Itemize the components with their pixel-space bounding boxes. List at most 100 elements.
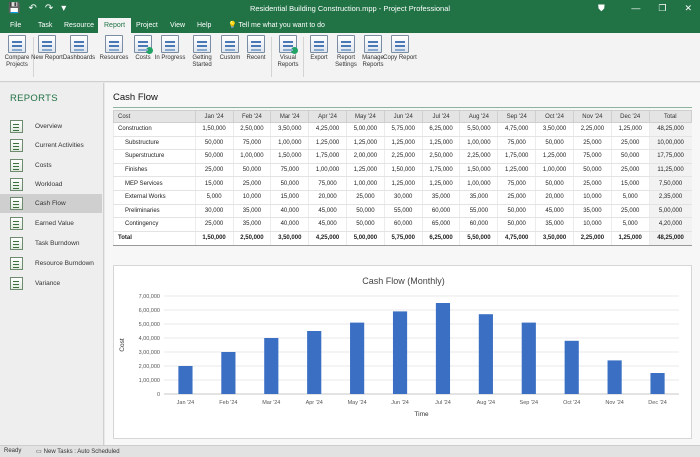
table-row: Construction 1,50,000 2,50,000 3,50,000 4,25…: [113, 122, 692, 137]
recent-button[interactable]: Recent: [239, 35, 273, 62]
tab-help[interactable]: Help: [197, 22, 212, 29]
compare-projects-button[interactable]: Compare Projects: [0, 35, 34, 69]
table-cell: 1,25,000: [421, 176, 460, 191]
column-header: May '24: [345, 110, 385, 123]
y-tick-label: 1,00,000: [139, 378, 160, 384]
table-cell: 1,00,000: [232, 149, 271, 164]
in-progress-icon: [161, 35, 179, 53]
copy-report-button[interactable]: Copy Report: [383, 35, 417, 62]
column-header-cost: Cost: [113, 110, 196, 123]
sidebar-item-costs[interactable]: Costs: [0, 156, 102, 175]
table-cell: 5,00,000: [345, 122, 385, 137]
resources-button[interactable]: Resources: [97, 35, 131, 62]
ribbon-separator: [271, 37, 272, 77]
copy-report-icon: [391, 35, 409, 53]
sidebar-item-overview[interactable]: Overview: [0, 117, 102, 136]
table-cell: 1,00,000: [270, 136, 309, 151]
tab-task[interactable]: Task: [38, 22, 53, 29]
table-cell: 40,000: [270, 217, 309, 232]
row-total-cell: 10,00,000: [648, 136, 692, 151]
getting-started-icon: [193, 35, 211, 53]
tab-resource[interactable]: Resource: [64, 22, 94, 29]
table-cell: 50,000: [572, 163, 612, 178]
table-cell: 35,000: [232, 204, 271, 219]
table-cell: 60,000: [383, 217, 423, 232]
table-cell: 50,000: [535, 176, 574, 191]
bar: [650, 373, 665, 394]
table-cell: 75,000: [270, 163, 309, 178]
save-icon[interactable]: 💾: [8, 3, 21, 14]
cash-flow-chart[interactable]: Cash Flow (Monthly) 0 1,00,000 2,00,000 3,00…: [113, 265, 692, 439]
tell-me-search[interactable]: 💡 Tell me what you want to do: [228, 22, 325, 29]
restore-icon[interactable]: ❐: [658, 3, 667, 13]
table-cell: 20,000: [535, 190, 574, 205]
table-cell: 1,25,000: [535, 149, 574, 164]
sidebar-item-resource-burndown[interactable]: Resource Burndown: [0, 254, 102, 273]
table-cell: 15,000: [194, 176, 233, 191]
dashboards-button[interactable]: Dashboards: [62, 35, 96, 62]
table-cell: 50,000: [194, 149, 233, 164]
tab-project[interactable]: Project: [136, 22, 158, 29]
table-row: Substructure 50,000 75,000 1,00,000 1,25,000…: [113, 136, 692, 151]
table-cell: 5,000: [610, 217, 650, 232]
table-cell: 75,000: [308, 176, 347, 191]
tab-report[interactable]: Report: [98, 18, 132, 33]
sidebar-item-cash-flow[interactable]: Cash Flow: [0, 194, 102, 213]
tab-view[interactable]: View: [170, 22, 186, 29]
cash-flow-table[interactable]: Cost Jan '24 Feb '24 Mar '24 Apr '24 May '24 J…: [113, 110, 693, 246]
getting-started-button[interactable]: Getting Started: [185, 35, 219, 69]
table-cell: 75,000: [497, 136, 536, 151]
chart-title: Cash Flow (Monthly): [362, 276, 445, 286]
undo-icon[interactable]: ↶: [28, 3, 37, 14]
sidebar-item-current-activities[interactable]: Current Activities: [0, 136, 102, 155]
column-header: Sep '24: [497, 110, 537, 123]
table-cell: 35,000: [421, 190, 460, 205]
recent-icon: [247, 35, 265, 53]
table-cell: 2,00,000: [345, 149, 385, 164]
export-button[interactable]: Export: [302, 35, 336, 62]
customize-qat-icon[interactable]: ▾: [61, 3, 67, 14]
costs-button[interactable]: Costs: [126, 35, 160, 62]
x-axis-title: Time: [414, 411, 429, 418]
table-cell: 2,50,000: [421, 149, 460, 164]
visual-reports-button[interactable]: Visual Reports: [271, 35, 305, 69]
table-row: External Works 5,000 10,000 15,000 20,000 25,…: [113, 190, 692, 205]
manage-reports-button[interactable]: Manage Reports: [356, 35, 390, 69]
row-total-cell: 2,35,000: [648, 190, 692, 205]
sidebar-item-task-burndown[interactable]: Task Burndown: [0, 234, 102, 253]
row-label: Contingency: [113, 217, 196, 232]
sidebar-item-workload[interactable]: Workload: [0, 175, 102, 194]
table-cell: 3,50,000: [270, 122, 309, 137]
close-icon[interactable]: ✕: [684, 3, 692, 13]
minimize-icon[interactable]: —: [631, 3, 641, 13]
tab-file[interactable]: File: [10, 22, 22, 29]
x-tick-label: Apr '24: [306, 400, 323, 406]
in-progress-button[interactable]: In Progress: [153, 35, 187, 62]
table-cell: 10,000: [232, 190, 271, 205]
page-title: Cash Flow: [113, 92, 158, 103]
table-cell: 10,000: [572, 190, 612, 205]
sidebar-item-earned-value[interactable]: Earned Value: [0, 214, 102, 233]
ribbon-separator: [303, 37, 304, 77]
manage-reports-icon: [364, 35, 382, 53]
table-cell: 1,25,000: [421, 136, 460, 151]
table-cell: 1,50,000: [459, 163, 498, 178]
report-settings-button[interactable]: Report Settings: [329, 35, 363, 69]
x-tick-label: Jan '24: [177, 400, 195, 406]
table-cell: 1,25,000: [345, 136, 385, 151]
new-report-button[interactable]: New Report: [30, 35, 64, 62]
custom-button[interactable]: Custom: [213, 35, 247, 62]
sidebar-item-variance[interactable]: Variance: [0, 274, 102, 293]
redo-icon[interactable]: ↷: [44, 3, 54, 14]
row-label: External Works: [113, 190, 196, 205]
resources-icon: [105, 35, 123, 53]
bar: [564, 340, 579, 394]
bar: [435, 303, 451, 394]
table-cell: 50,000: [497, 217, 536, 232]
bar: [178, 366, 193, 394]
table-cell: 1,75,000: [497, 149, 536, 164]
column-header: Aug '24: [459, 110, 499, 123]
new-tasks-mode[interactable]: New Tasks : Auto Scheduled: [36, 448, 120, 455]
account-icon[interactable]: ⛊: [598, 3, 605, 13]
visual-reports-icon: [279, 35, 298, 54]
